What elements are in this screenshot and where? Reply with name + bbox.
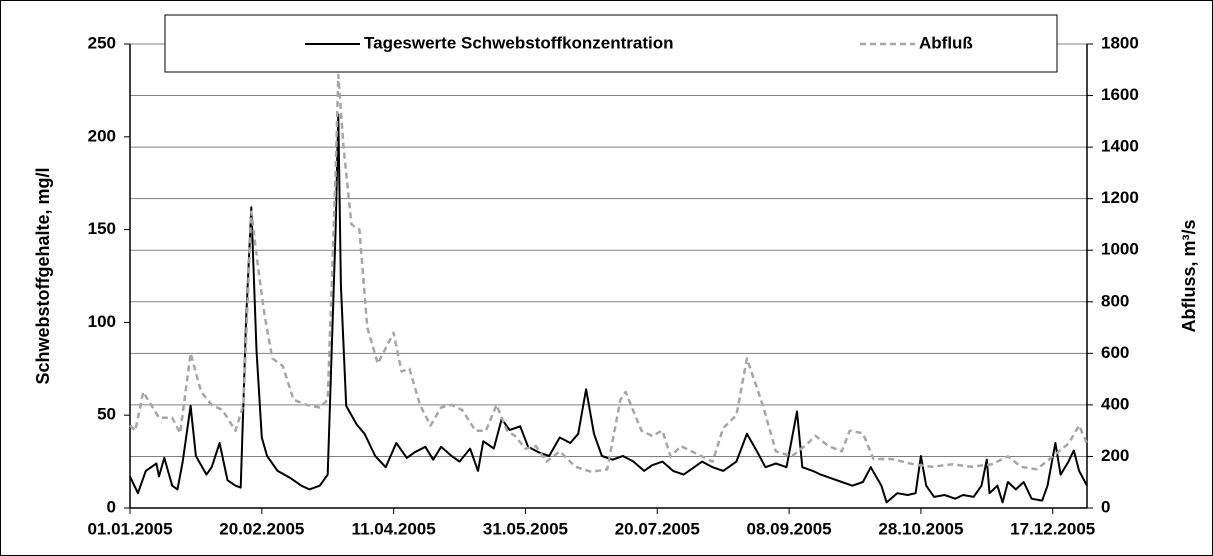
y2-tick-label: 1000 [1101, 240, 1139, 259]
y2-tick-label: 800 [1101, 291, 1129, 310]
y-tick-label: 200 [88, 126, 116, 145]
y-tick-label: 0 [107, 497, 116, 516]
x-tick-label: 08.09.2005 [747, 519, 832, 538]
y2-tick-label: 600 [1101, 343, 1129, 362]
x-tick-label: 31.05.2005 [483, 519, 568, 538]
y2-tick-label: 1600 [1101, 85, 1139, 104]
y-tick-label: 100 [88, 312, 116, 331]
y2-tick-label: 200 [1101, 446, 1129, 465]
x-tick-label: 11.04.2005 [352, 519, 436, 538]
x-tick-label: 17.12.2005 [1010, 519, 1095, 538]
x-tick-label: 28.10.2005 [878, 519, 963, 538]
y2-tick-label: 1200 [1101, 188, 1139, 207]
legend-label: Abfluß [919, 33, 973, 52]
series-line [129, 73, 1089, 474]
y2-tick-label: 1400 [1101, 137, 1139, 156]
y-tick-label: 150 [88, 219, 116, 238]
y-tick-label: 250 [88, 33, 116, 52]
y2-tick-label: 400 [1101, 394, 1129, 413]
y2-tick-label: 0 [1101, 497, 1110, 516]
x-tick-label: 20.02.2005 [219, 519, 304, 538]
x-tick-label: 01.01.2005 [87, 519, 172, 538]
y-axis-title: Schwebstoffgehalte, mg/l [33, 167, 53, 384]
y2-axis-title: Abfluss, m³/s [1179, 219, 1199, 332]
series-line [129, 113, 1088, 504]
y-tick-label: 50 [97, 405, 116, 424]
legend-label: Tageswerte Schwebstoffkonzentration [364, 33, 674, 52]
x-tick-label: 20.07.2005 [615, 519, 700, 538]
y2-tick-label: 1800 [1101, 33, 1139, 52]
